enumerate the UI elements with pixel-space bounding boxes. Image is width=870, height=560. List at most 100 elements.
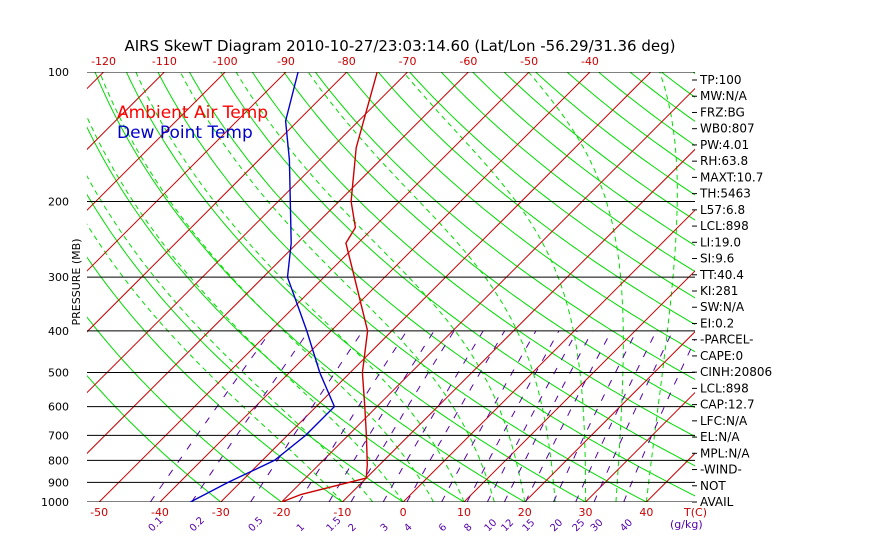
dry-adiabat-line — [756, 72, 870, 502]
top-temp-tick-label: -60 — [459, 55, 477, 68]
mixing-ratio-label: 4 — [402, 522, 414, 534]
isotherm-line — [646, 452, 695, 502]
isotherm-line — [87, 72, 408, 394]
dry-adiabat-line — [787, 72, 870, 502]
index-label: LCL:898 — [700, 219, 749, 233]
dew-point-temp-line — [190, 72, 336, 502]
index-label: AVAIL — [700, 495, 734, 509]
pressure-tick-label: 600 — [48, 401, 69, 414]
moist-adiabat-line — [402, 72, 587, 502]
index-label: NOT — [700, 479, 726, 493]
pressure-tick-label: 100 — [48, 66, 69, 79]
isotherm-line — [87, 72, 287, 272]
mixing-ratio-label: 40 — [618, 517, 635, 534]
bottom-temp-tick-label: -20 — [273, 506, 291, 519]
top-temp-tick-label: -50 — [520, 55, 538, 68]
dry-adiabat-line — [87, 126, 465, 502]
temp-unit-label: T(C) — [683, 506, 707, 519]
moist-adiabat-line — [528, 72, 624, 502]
pressure-tick-label: 200 — [48, 195, 69, 208]
index-label: MW:N/A — [700, 89, 748, 103]
index-label: CAP:12.7 — [700, 398, 755, 412]
dry-adiabat-line — [87, 374, 222, 502]
dry-adiabat-line — [440, 72, 695, 273]
bottom-temp-tick-label: -10 — [333, 506, 351, 519]
bottom-temp-tick-label: 0 — [400, 506, 407, 519]
index-label: LCL:898 — [700, 381, 749, 395]
dry-adiabat-line — [503, 72, 695, 221]
mixing-ratio-line — [191, 330, 310, 502]
pressure-tick-label: 400 — [48, 325, 69, 338]
index-label: PW:4.01 — [700, 138, 749, 152]
index-label: EL:N/A — [700, 430, 740, 444]
index-label: SI:9.6 — [700, 252, 734, 266]
pressure-tick-label: 1000 — [41, 496, 69, 509]
ambient-air-temp-line — [281, 72, 378, 502]
isotherm-line — [463, 270, 695, 502]
y-axis-label: PRESSURE (MB) — [70, 239, 83, 326]
isotherm-line — [585, 391, 695, 502]
index-label: SW:N/A — [700, 300, 745, 314]
index-label: -PARCEL- — [700, 333, 754, 347]
index-label: KI:281 — [700, 284, 738, 298]
top-temp-tick-label: -110 — [152, 55, 177, 68]
dry-adiabat-line — [188, 72, 695, 497]
index-label: EI:0.2 — [700, 316, 734, 330]
index-label: CINH:20806 — [700, 365, 772, 379]
index-label: CAPE:0 — [700, 349, 743, 363]
bottom-temp-tick-label: 20 — [518, 506, 532, 519]
isotherm-line — [87, 72, 165, 151]
isotherm-line — [98, 72, 530, 502]
mixing-ratio-label: 15 — [521, 517, 538, 534]
moist-adiabat-line — [179, 72, 495, 502]
dry-adiabat-line — [251, 72, 695, 438]
isotherm-line — [87, 72, 469, 455]
index-label: -WIND- — [700, 463, 742, 477]
index-label: TP:100 — [699, 73, 742, 87]
mixing-ratio-label: 8 — [462, 522, 474, 534]
index-label: TH:5463 — [699, 187, 751, 201]
mixing-ratio-line — [486, 330, 578, 502]
mixing-ratio-label: 6 — [437, 522, 449, 534]
mixing-ratio-label: 0.5 — [247, 515, 266, 534]
dry-adiabat-line — [314, 72, 695, 380]
top-temp-tick-label: -70 — [399, 55, 417, 68]
mixing-ratio-line — [575, 330, 657, 502]
dry-adiabat-line — [283, 72, 695, 409]
isotherm-line — [0, 72, 43, 502]
mixing-ratio-label: 10 — [483, 517, 500, 534]
isotherm-line — [281, 87, 695, 502]
isotherm-line — [524, 331, 695, 502]
legend-dew-point-temp: Dew Point Temp — [117, 123, 253, 143]
index-label: MAXT:10.7 — [700, 170, 763, 184]
dry-adiabat-line — [87, 256, 343, 502]
mixing-ratio-label: 30 — [589, 517, 606, 534]
top-temp-tick-label: -40 — [581, 55, 599, 68]
pressure-tick-label: 700 — [48, 429, 69, 442]
moist-adiabat-line — [87, 115, 404, 502]
index-label: LI:19.0 — [700, 235, 741, 249]
dry-adiabat-line — [850, 72, 870, 502]
isotherm-line — [342, 148, 695, 502]
mixing-ratio-unit: (g/kg) — [670, 518, 703, 531]
bottom-temp-tick-label: -30 — [212, 506, 230, 519]
bottom-temp-tick-label: -40 — [151, 506, 169, 519]
chart-title: AIRS SkewT Diagram 2010-10-27/23:03:14.6… — [124, 37, 675, 55]
moist-adiabat-line — [235, 72, 526, 502]
moist-adiabat-line — [87, 175, 374, 502]
top-temp-tick-label: -100 — [213, 55, 238, 68]
dry-adiabat-line — [472, 72, 695, 247]
bottom-temp-tick-label: 30 — [579, 506, 593, 519]
top-temp-tick-label: -90 — [277, 55, 295, 68]
bottom-temp-tick-label: 40 — [639, 506, 653, 519]
index-label: MPL:N/A — [700, 446, 750, 460]
dry-adiabat-line — [724, 72, 870, 502]
pressure-tick-label: 300 — [48, 271, 69, 284]
pressure-tick-label: 500 — [48, 367, 69, 380]
dry-adiabat-line — [629, 72, 695, 122]
isotherm-line — [159, 72, 591, 502]
mixing-ratio-line — [623, 338, 695, 502]
dry-adiabat-line — [87, 316, 282, 502]
legend-ambient-air-temp: Ambient Air Temp — [117, 103, 268, 123]
